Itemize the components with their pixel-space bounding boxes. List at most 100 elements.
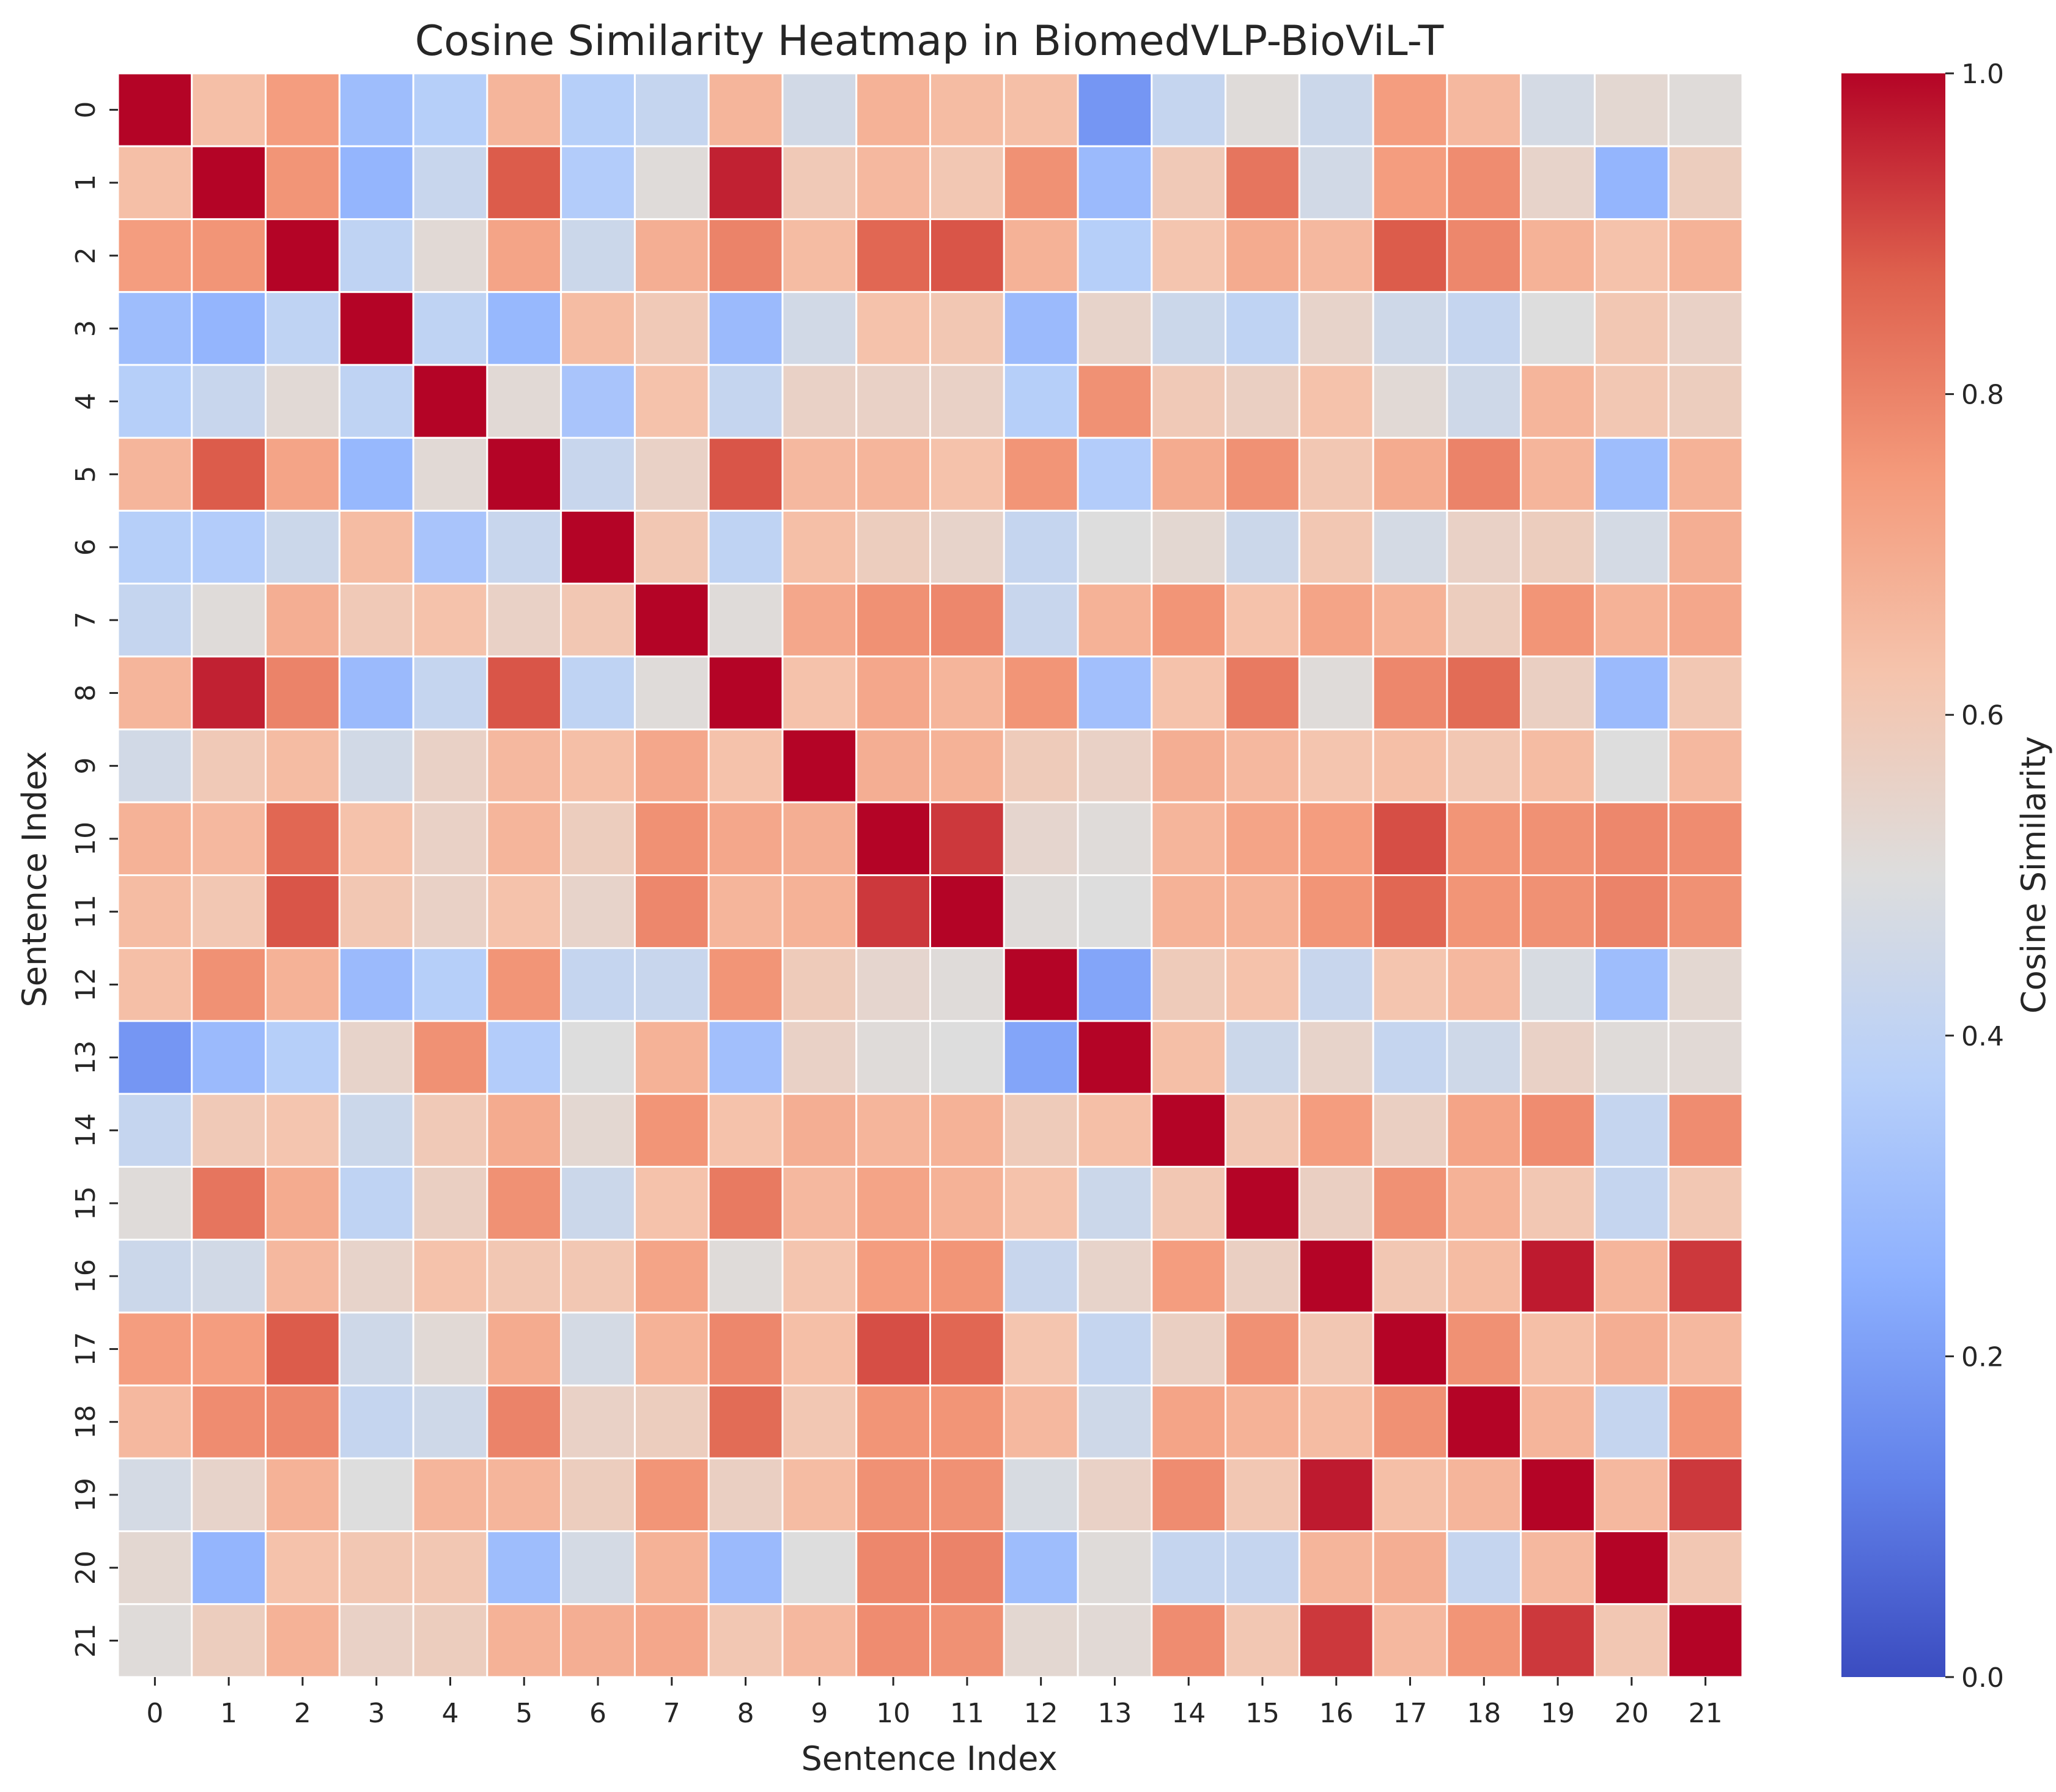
- heatmap-cell-3-7: [633, 291, 710, 366]
- heatmap-cell-18-2: [265, 1384, 341, 1459]
- heatmap-cell-21-8: [707, 1603, 784, 1678]
- heatmap-cell-5-16: [1298, 437, 1374, 512]
- heatmap-cell-16-17: [1372, 1239, 1448, 1314]
- heatmap-cell-3-13: [1077, 291, 1153, 366]
- heatmap-cell-3-19: [1520, 291, 1596, 366]
- heatmap-cell-13-3: [338, 1020, 415, 1095]
- heatmap-cell-3-8: [707, 291, 784, 366]
- heatmap-cell-12-17: [1372, 947, 1448, 1022]
- heatmap-cell-12-18: [1446, 947, 1522, 1022]
- heatmap-cell-14-5: [486, 1093, 562, 1168]
- heatmap-cell-10-10: [855, 801, 932, 876]
- heatmap-cell-19-6: [560, 1457, 636, 1533]
- heatmap-cell-4-14: [1151, 364, 1227, 439]
- heatmap-cell-0-3: [338, 72, 415, 147]
- heatmap-cell-13-5: [486, 1020, 562, 1095]
- colorbar-tick-label: 0.6: [1961, 700, 2004, 731]
- heatmap-cell-7-12: [1003, 583, 1079, 658]
- heatmap-cell-11-19: [1520, 874, 1596, 949]
- heatmap-cell-20-13: [1077, 1530, 1153, 1606]
- heatmap-cell-9-4: [412, 728, 488, 803]
- heatmap-cell-11-8: [707, 874, 784, 949]
- heatmap-cell-20-16: [1298, 1530, 1374, 1606]
- heatmap-cell-0-0: [117, 72, 193, 147]
- heatmap-cell-14-9: [781, 1093, 858, 1168]
- heatmap-cell-9-17: [1372, 728, 1448, 803]
- heatmap-cell-11-14: [1151, 874, 1227, 949]
- heatmap-cell-5-15: [1225, 437, 1300, 512]
- heatmap-cell-10-0: [117, 801, 193, 876]
- heatmap-cell-10-6: [560, 801, 636, 876]
- heatmap-cell-21-9: [781, 1603, 858, 1678]
- heatmap-cell-2-6: [560, 218, 636, 293]
- heatmap-cell-15-9: [781, 1165, 858, 1241]
- heatmap-cell-18-11: [929, 1384, 1005, 1459]
- heatmap-cell-16-18: [1446, 1239, 1522, 1314]
- y-tick-label: 8: [70, 684, 101, 701]
- heatmap-cell-21-4: [412, 1603, 488, 1678]
- y-tick-label: 17: [70, 1332, 101, 1366]
- heatmap-cell-14-8: [707, 1093, 784, 1168]
- heatmap-cell-1-0: [117, 145, 193, 220]
- heatmap-cell-4-1: [191, 364, 267, 439]
- heatmap-cell-2-15: [1225, 218, 1300, 293]
- heatmap-cell-15-14: [1151, 1165, 1227, 1241]
- heatmap-cell-20-6: [560, 1530, 636, 1606]
- heatmap-cell-4-6: [560, 364, 636, 439]
- heatmap-cell-0-16: [1298, 72, 1374, 147]
- heatmap-cell-5-6: [560, 437, 636, 512]
- heatmap-cell-3-5: [486, 291, 562, 366]
- heatmap-cell-21-5: [486, 1603, 562, 1678]
- heatmap-cell-20-4: [412, 1530, 488, 1606]
- heatmap-cell-2-1: [191, 218, 267, 293]
- heatmap-cell-5-0: [117, 437, 193, 512]
- heatmap-cell-17-16: [1298, 1311, 1374, 1387]
- x-tick-label: 17: [1393, 1698, 1428, 1729]
- heatmap-cell-18-3: [338, 1384, 415, 1459]
- heatmap-cell-2-11: [929, 218, 1005, 293]
- heatmap-cell-0-10: [855, 72, 932, 147]
- heatmap-cell-8-11: [929, 655, 1005, 731]
- heatmap-cell-6-5: [486, 509, 562, 585]
- y-tick-label: 9: [70, 758, 101, 775]
- heatmap-cell-9-3: [338, 728, 415, 803]
- y-tick-label: 6: [70, 539, 101, 556]
- heatmap-cell-1-15: [1225, 145, 1300, 220]
- heatmap-cell-19-16: [1298, 1457, 1374, 1533]
- heatmap-cell-14-4: [412, 1093, 488, 1168]
- heatmap-cell-13-8: [707, 1020, 784, 1095]
- heatmap-cell-18-15: [1225, 1384, 1300, 1459]
- heatmap-cell-14-14: [1151, 1093, 1227, 1168]
- heatmap-cell-3-16: [1298, 291, 1374, 366]
- y-tick-label: 12: [70, 967, 101, 1001]
- heatmap-cell-21-17: [1372, 1603, 1448, 1678]
- heatmap-cell-8-0: [117, 655, 193, 731]
- heatmap-cell-15-1: [191, 1165, 267, 1241]
- heatmap-cell-3-3: [338, 291, 415, 366]
- heatmap-cell-5-14: [1151, 437, 1227, 512]
- heatmap-cell-7-8: [707, 583, 784, 658]
- heatmap-cell-7-13: [1077, 583, 1153, 658]
- heatmap-cell-1-17: [1372, 145, 1448, 220]
- heatmap-cell-12-13: [1077, 947, 1153, 1022]
- heatmap-cell-12-11: [929, 947, 1005, 1022]
- x-axis-ticks: 0 1 2 3 4 5 6 7 8 9 10 11 12 13 14 15 16 17 18 19 20 21: [146, 1677, 1723, 1729]
- heatmap-cell-8-1: [191, 655, 267, 731]
- heatmap-cell-0-13: [1077, 72, 1153, 147]
- heatmap-cell-0-1: [191, 72, 267, 147]
- heatmap-cell-10-7: [633, 801, 710, 876]
- heatmap-cell-15-16: [1298, 1165, 1374, 1241]
- heatmap-cell-17-9: [781, 1311, 858, 1387]
- heatmap-cell-14-1: [191, 1093, 267, 1168]
- heatmap-cell-10-11: [929, 801, 1005, 876]
- heatmap-cell-0-21: [1667, 72, 1744, 147]
- heatmap-cell-7-10: [855, 583, 932, 658]
- x-tick-label: 12: [1024, 1698, 1058, 1729]
- heatmap-cell-12-15: [1225, 947, 1300, 1022]
- heatmap-cell-21-3: [338, 1603, 415, 1678]
- heatmap-cell-10-4: [412, 801, 488, 876]
- heatmap-cell-7-9: [781, 583, 858, 658]
- heatmap-cell-0-11: [929, 72, 1005, 147]
- heatmap-cell-3-11: [929, 291, 1005, 366]
- heatmap-cell-19-13: [1077, 1457, 1153, 1533]
